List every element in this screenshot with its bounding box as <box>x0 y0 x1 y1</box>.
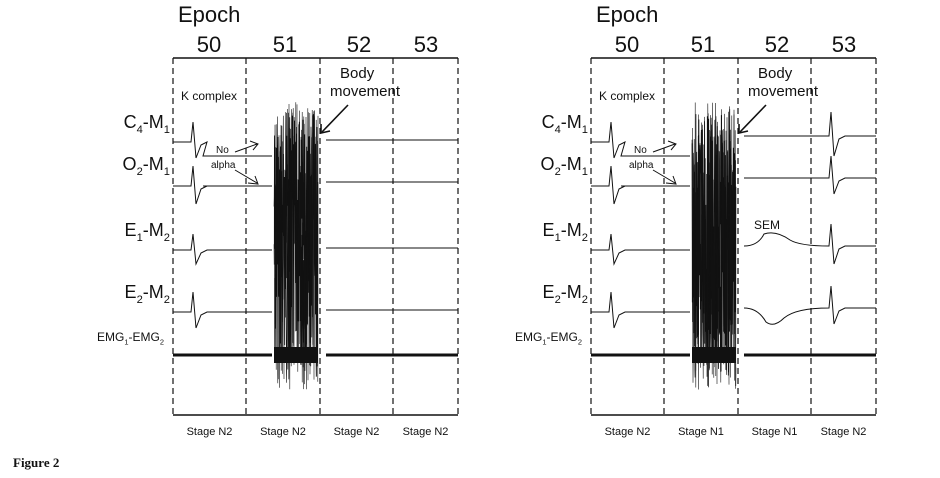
emg-burst <box>692 347 736 363</box>
movement-artifact <box>273 111 319 380</box>
epoch-number: 52 <box>765 32 789 57</box>
no-alpha-arrow <box>652 140 677 153</box>
channel-label: E2-M2 <box>543 282 588 306</box>
channel-label: O2-M1 <box>541 154 588 178</box>
body-movement-annotation: Body <box>758 65 793 82</box>
channel-label: E1-M2 <box>125 220 170 244</box>
panel-left: Epoch 50 51 52 53 C4-M1 O2-M1 E1-M2 E2-M2 EMG1-EM… <box>97 2 459 438</box>
trace-e1-after <box>743 223 876 265</box>
channel-label: EMG1-EMG2 <box>515 330 582 346</box>
body-movement-arrow <box>321 104 349 133</box>
channel-label: E2-M2 <box>125 282 170 306</box>
no-alpha-annotation: No <box>634 145 647 156</box>
epoch-number: 50 <box>615 32 639 57</box>
body-movement-arrowhead <box>320 124 331 134</box>
stage-label: Stage N1 <box>752 426 798 438</box>
no-alpha-annotation: alpha <box>211 160 236 171</box>
figure-caption: Figure 2 <box>13 455 60 470</box>
epoch-number: 53 <box>414 32 438 57</box>
stage-label: Stage N2 <box>821 426 867 438</box>
trace-e2 <box>173 291 272 329</box>
channel-label: E1-M2 <box>543 220 588 244</box>
trace-c4 <box>173 121 272 159</box>
epoch-heading: Epoch <box>596 2 658 27</box>
channel-label: C4-M1 <box>542 112 588 136</box>
trace-e2-after <box>743 285 876 325</box>
emg-burst <box>274 347 318 363</box>
no-alpha-annotation: alpha <box>629 160 654 171</box>
movement-artifact <box>691 113 737 378</box>
channel-label: O2-M1 <box>123 154 170 178</box>
trace-e1 <box>173 233 272 266</box>
channel-label: C4-M1 <box>124 112 170 136</box>
stage-label: Stage N2 <box>605 426 651 438</box>
stage-label: Stage N2 <box>334 426 380 438</box>
stage-label: Stage N2 <box>260 426 306 438</box>
trace-o2 <box>173 165 272 205</box>
stage-label: Stage N1 <box>678 426 724 438</box>
body-movement-annotation: movement <box>330 83 401 100</box>
trace-e2 <box>591 291 690 329</box>
trace-o2 <box>591 165 690 205</box>
channel-label: EMG1-EMG2 <box>97 330 164 346</box>
no-alpha-annotation: No <box>216 145 229 156</box>
body-movement-arrowhead <box>738 124 749 134</box>
k-complex-annotation: K complex <box>181 89 237 103</box>
trace-o2-after <box>744 155 876 195</box>
stage-label: Stage N2 <box>403 426 449 438</box>
trace-c4 <box>591 121 690 159</box>
trace-c4-after <box>744 111 876 157</box>
no-alpha-arrow <box>234 140 259 153</box>
sem-annotation: SEM <box>754 218 780 232</box>
epoch-number: 51 <box>273 32 297 57</box>
trace-e1 <box>591 233 690 266</box>
panel-right: Epoch 50 51 52 53 C4-M1 O2-M1 E1-M2 E2-M2 EMG1-EM… <box>515 2 877 438</box>
stage-label: Stage N2 <box>187 426 233 438</box>
k-complex-annotation: K complex <box>599 89 655 103</box>
body-movement-arrow <box>739 104 767 133</box>
epoch-number: 51 <box>691 32 715 57</box>
no-alpha-arrow <box>652 169 677 185</box>
epoch-number: 52 <box>347 32 371 57</box>
epoch-number: 50 <box>197 32 221 57</box>
body-movement-annotation: movement <box>748 83 819 100</box>
body-movement-annotation: Body <box>340 65 375 82</box>
no-alpha-arrow <box>234 169 259 185</box>
epoch-heading: Epoch <box>178 2 240 27</box>
epoch-number: 53 <box>832 32 856 57</box>
